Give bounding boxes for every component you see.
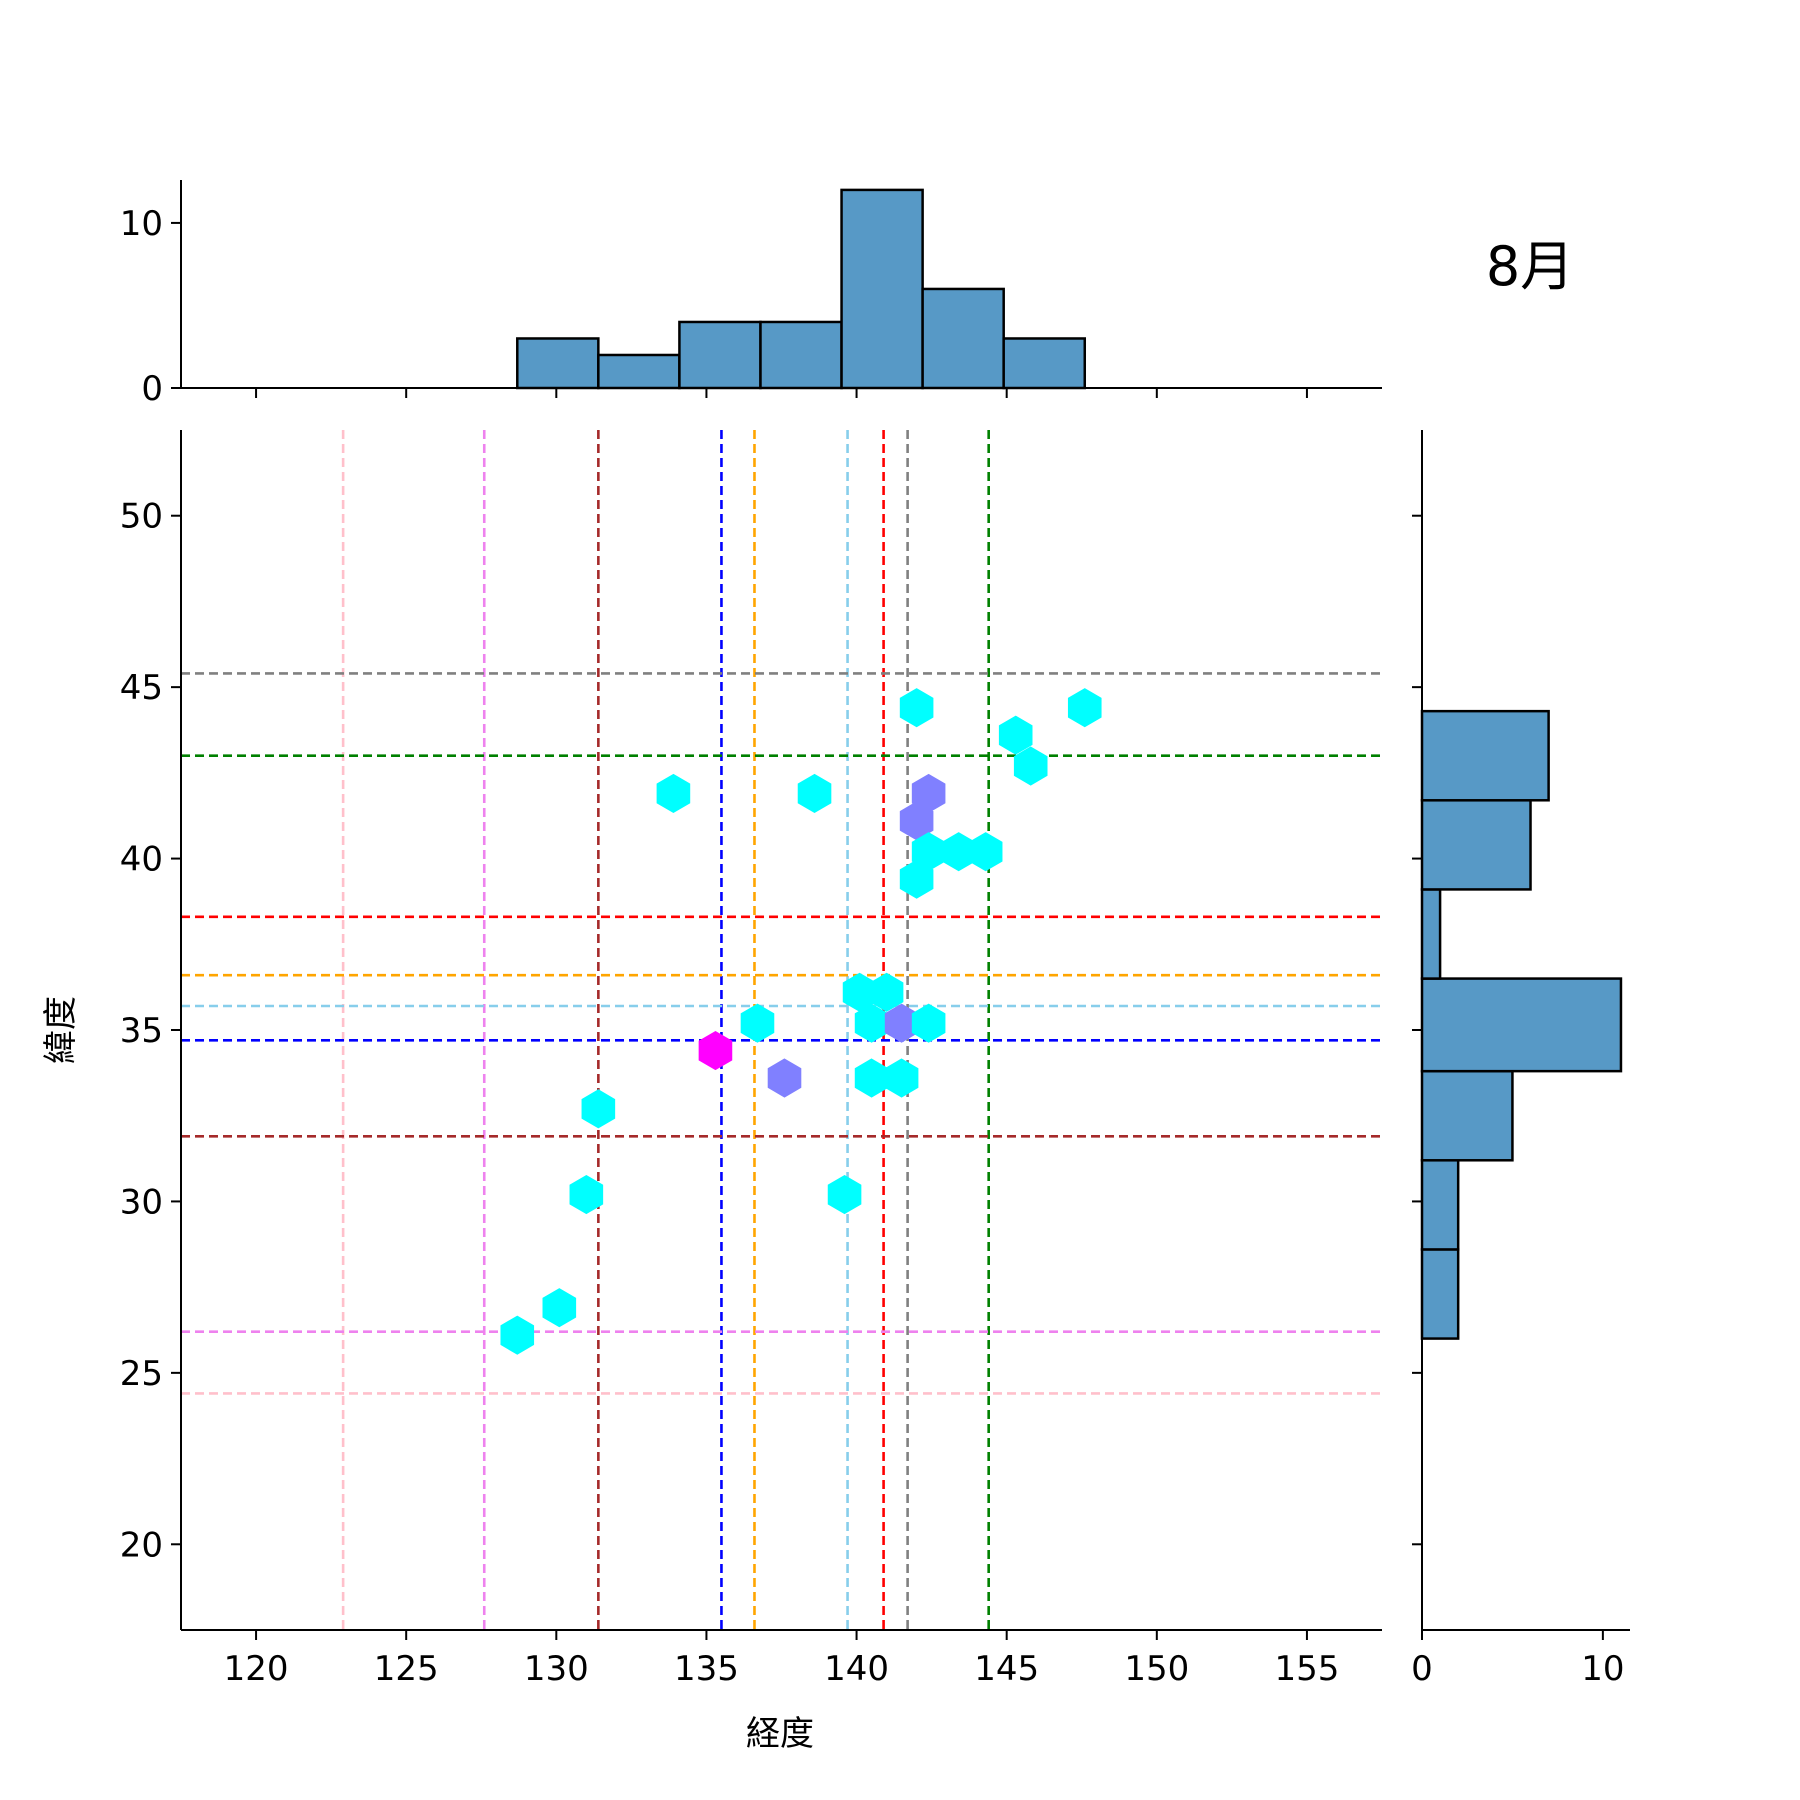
top-hist-bar <box>840 188 924 390</box>
top-hist-bar <box>921 287 1005 390</box>
hexbin-cell <box>767 1058 802 1098</box>
x-tick-label: 145 <box>974 1649 1039 1689</box>
right-hist-bar <box>1420 977 1623 1073</box>
x-tick-label: 125 <box>374 1649 439 1689</box>
hexbin-cell <box>1067 688 1102 728</box>
x-axis-label: 経度 <box>746 1714 814 1754</box>
hexbin-cell <box>542 1288 577 1328</box>
hexbin-cell <box>827 1174 862 1215</box>
top-hist-bar <box>759 320 843 390</box>
top-hist-y-tick-label: 0 <box>141 369 163 409</box>
top-marginal-histogram: 0 10 <box>120 180 1382 409</box>
y-tick-label: 35 <box>120 1011 163 1051</box>
right-hist-bar <box>1420 1159 1460 1251</box>
x-tick-label: 140 <box>824 1649 889 1689</box>
top-hist-bar <box>597 353 681 390</box>
top-hist-bar <box>1002 337 1087 390</box>
hexbin-cell <box>569 1174 604 1215</box>
right-hist-bar <box>1420 799 1532 891</box>
right-marginal-histogram: 0 10 <box>1411 430 1630 1689</box>
x-tick-label: 150 <box>1124 1649 1189 1689</box>
y-tick-label: 50 <box>120 497 163 537</box>
right-hist-bar <box>1420 709 1550 802</box>
hexbin-cell <box>740 1003 775 1043</box>
top-hist-bar <box>678 320 762 390</box>
x-tick-label: 155 <box>1274 1649 1339 1689</box>
top-hist-y-tick-label: 10 <box>120 204 163 244</box>
hexbin-cell <box>698 1030 733 1071</box>
hexbin-cell <box>500 1315 535 1355</box>
x-tick-label: 130 <box>524 1649 589 1689</box>
right-hist-x-tick-label: 0 <box>1411 1649 1433 1689</box>
y-tick-label: 25 <box>120 1354 163 1394</box>
hexbin-cell <box>899 859 934 899</box>
y-tick-label: 20 <box>120 1525 163 1565</box>
right-hist-bar <box>1420 1248 1460 1340</box>
hexbin-cell <box>797 773 832 814</box>
x-tick-label: 120 <box>224 1649 289 1689</box>
hexbin-cell <box>899 688 934 728</box>
right-hist-bar <box>1420 888 1442 980</box>
main-scatter-panel: 120 125 130 135 140 145 150 155 20 25 30 35 40 45 50 <box>120 430 1382 1689</box>
y-axis-label: 緯度 <box>41 996 81 1064</box>
hexbin-cell <box>911 773 946 814</box>
top-hist-bar <box>516 337 600 390</box>
y-tick-label: 30 <box>120 1182 163 1222</box>
month-label: 8月 <box>1486 235 1574 298</box>
right-hist-x-tick-label: 10 <box>1581 1649 1624 1689</box>
hexbin-cell <box>884 1058 919 1098</box>
hexbin-cell <box>998 715 1033 755</box>
y-tick-label: 45 <box>120 668 163 708</box>
hexbin-cell <box>656 773 691 814</box>
hexbin-cell <box>581 1089 616 1129</box>
right-hist-bar <box>1420 1069 1514 1162</box>
hexbin-cell <box>911 1003 946 1043</box>
y-tick-label: 40 <box>120 840 163 880</box>
x-tick-label: 135 <box>674 1649 739 1689</box>
hexbin-cell <box>869 972 904 1012</box>
hexbin-cell <box>968 832 1003 872</box>
hexbin-cell <box>1013 746 1048 786</box>
